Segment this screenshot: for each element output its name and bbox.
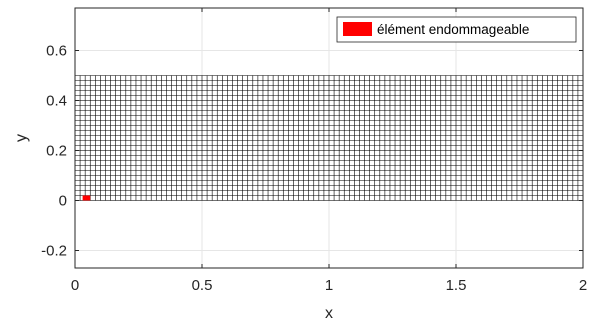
ticks <box>74 8 584 268</box>
y-tick-label: 0 <box>59 193 67 210</box>
x-tick-label: 0 <box>71 277 79 294</box>
x-tick-label: 2 <box>579 277 587 294</box>
x-tick-label: 1 <box>325 277 333 294</box>
x-tick-labels: 0 0.5 1 1.5 2 <box>71 277 587 294</box>
y-tick-label: 0.6 <box>46 43 67 60</box>
y-axis-label: y <box>13 134 30 142</box>
damaged-element <box>82 195 91 201</box>
x-axis-label: x <box>325 305 333 322</box>
y-tick-labels: -0.2 0 0.2 0.4 0.6 <box>41 43 67 260</box>
x-tick-label: 1.5 <box>446 277 467 294</box>
y-tick-label: 0.4 <box>46 93 67 110</box>
y-tick-label: 0.2 <box>46 143 67 160</box>
legend-label: élément endommageable <box>377 22 529 37</box>
x-tick-label: 0.5 <box>192 277 213 294</box>
mesh <box>74 75 584 201</box>
legend-box <box>336 16 577 43</box>
y-tick-label: -0.2 <box>41 243 67 260</box>
legend-swatch <box>343 22 372 36</box>
legend: élément endommageable <box>336 16 577 43</box>
